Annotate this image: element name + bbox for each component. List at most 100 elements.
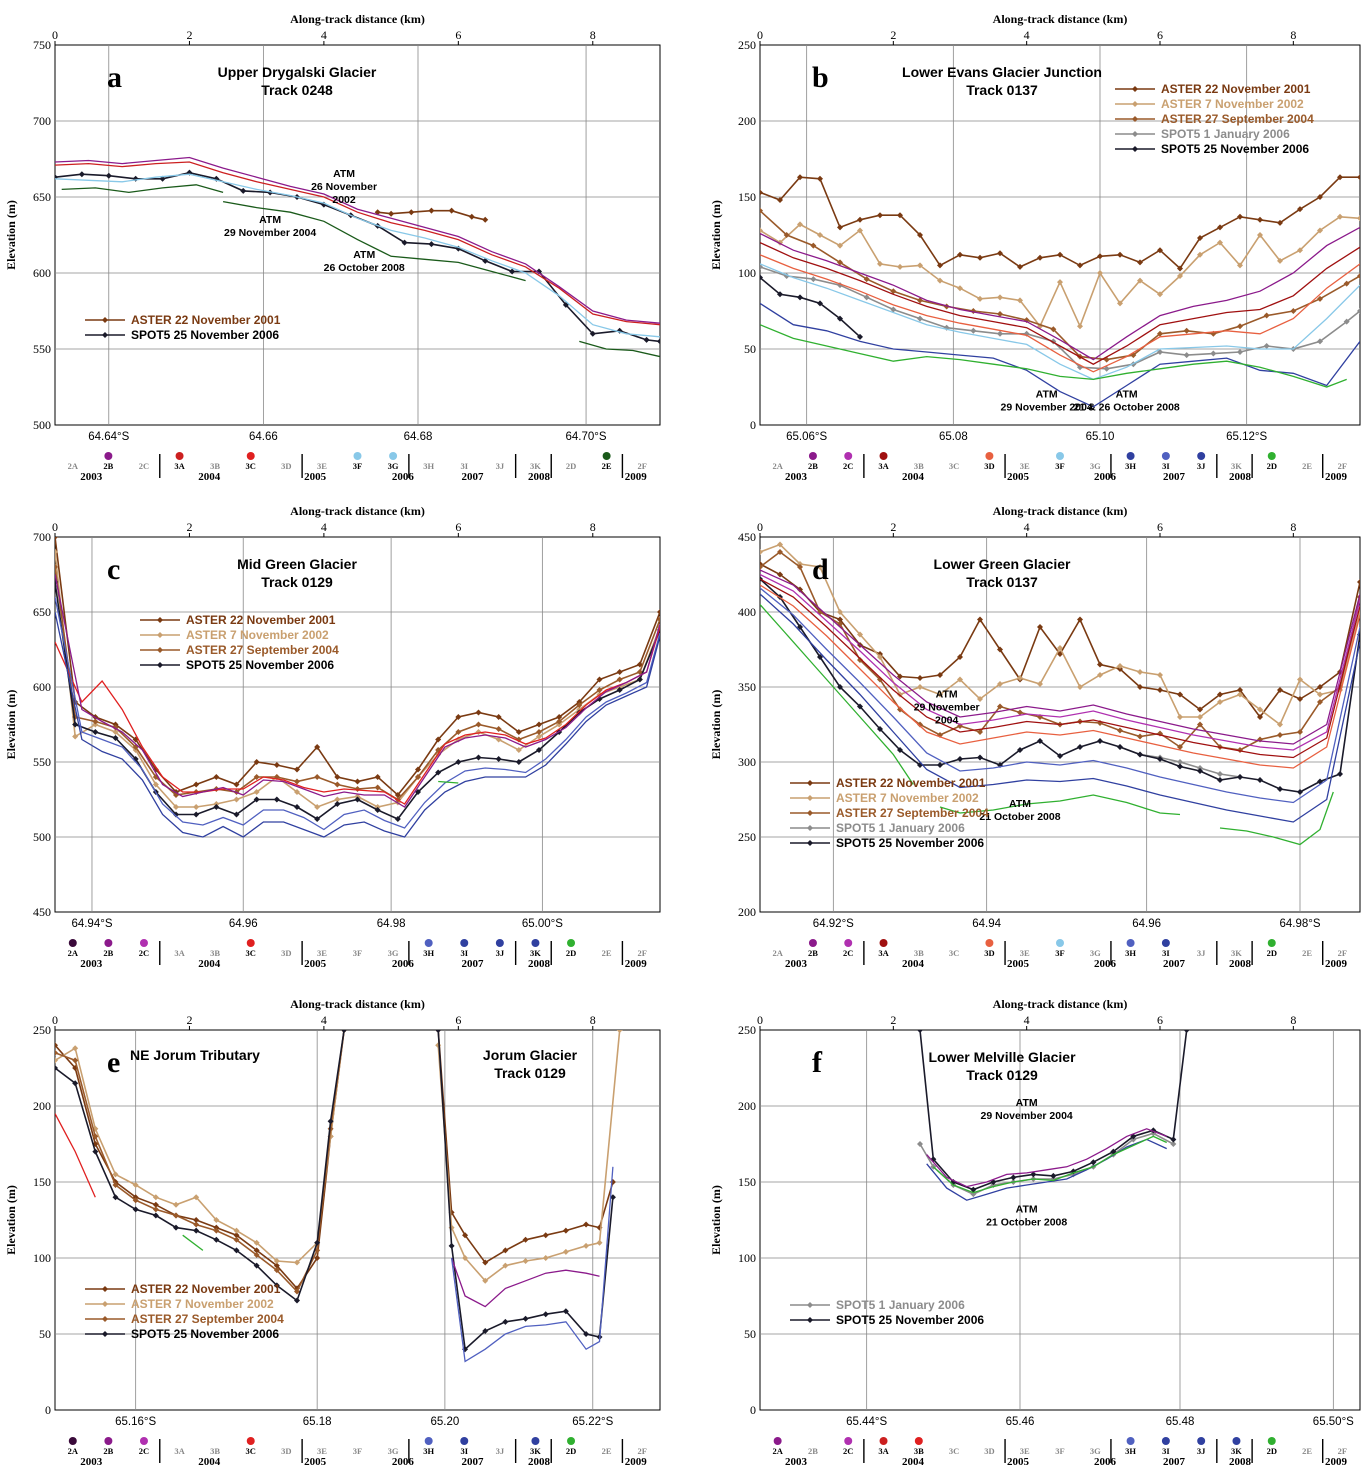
campaign-year: 2005 [304,958,327,970]
campaign-code: 3D [281,948,291,958]
distance-tick-label: 8 [1290,520,1296,534]
distance-tick-label: 6 [1157,520,1163,534]
campaign-marker [567,1437,575,1445]
distance-tick-label: 8 [590,520,596,534]
campaign-code: 3G [1090,461,1101,471]
y-tick-label: 550 [33,342,51,356]
campaign-marker [176,452,184,460]
y-tick-label: 350 [738,680,756,694]
y-axis-label: Elevation (m) [709,200,723,270]
campaign-year: 2007 [461,471,484,483]
latitude-tick-label: 64.98°S [1279,918,1320,930]
chart-title: Mid Green Glacier [237,556,357,572]
panel-letter: a [107,61,122,94]
panel-letter: e [107,1046,120,1079]
latitude-tick-label: 65.48 [1166,1416,1195,1428]
campaign-code: 3C [246,461,256,471]
campaign-code: 3J [496,1446,505,1456]
y-tick-label: 200 [33,1099,51,1113]
campaign-code: 3F [353,1446,362,1456]
legend-label: SPOT5 25 November 2006 [1161,142,1309,156]
campaign-code: 2B [103,461,113,471]
campaign-code: 2F [637,461,646,471]
y-tick-label: 750 [33,38,51,52]
campaign-marker [460,1437,468,1445]
campaign-marker [1232,1437,1240,1445]
distance-tick-label: 0 [757,28,763,42]
campaign-marker [1268,452,1276,460]
legend-label: ASTER 7 November 2002 [836,791,979,805]
latitude-tick-label: 65.16°S [115,1416,156,1428]
distance-tick-label: 4 [321,1013,327,1027]
legend-label: ASTER 22 November 2001 [131,313,281,327]
campaign-code: 3H [1125,461,1136,471]
y-axis-label: Elevation (m) [709,1185,723,1255]
campaign-code: 3I [1162,948,1170,958]
campaign-year: 2006 [392,958,415,970]
campaign-year: 2008 [528,471,551,483]
y-tick-label: 150 [738,1175,756,1189]
campaign-marker [774,1437,782,1445]
campaign-year: 2008 [528,958,551,970]
latitude-tick-label: 64.92°S [813,918,854,930]
campaign-code: 3J [1197,461,1206,471]
top-axis-label: Along-track distance (km) [993,997,1128,1011]
plot-frame [55,1030,660,1410]
legend-label: ASTER 7 November 2002 [1161,97,1304,111]
campaign-code: 2A [772,461,783,471]
campaign-marker [1162,939,1170,947]
legend-label: ASTER 7 November 2002 [186,628,329,642]
top-axis-label: Along-track distance (km) [993,504,1128,518]
legend-label: ASTER 22 November 2001 [186,613,336,627]
chart-title: Upper Drygalski Glacier [218,64,377,80]
campaign-year: 2008 [528,1456,551,1468]
campaign-marker [880,939,888,947]
y-tick-label: 50 [744,1327,756,1341]
campaign-code: 3I [460,1446,468,1456]
y-tick-label: 100 [33,1251,51,1265]
campaign-code: 2B [103,1446,113,1456]
panel-c: 45050055060065070064.94°S 64.96 64.98 65.00… [4,504,663,970]
legend-label: ASTER 27 September 2004 [1161,112,1314,126]
y-tick-label: 650 [33,605,51,619]
campaign-year: 2005 [1007,1456,1030,1468]
campaign-marker [880,1437,888,1445]
panel-a: 50055060065070075064.64°S 64.66 64.68 64.70… [4,12,663,483]
campaign-year: 2005 [1007,471,1030,483]
latitude-tick-label: 64.68 [404,431,433,443]
distance-tick-label: 6 [455,1013,461,1027]
campaign-marker [1127,452,1135,460]
distance-tick-label: 8 [1290,1013,1296,1027]
campaign-year: 2003 [785,471,808,483]
campaign-code: 3A [174,948,185,958]
distance-tick-label: 2 [890,1013,896,1027]
campaign-code: 3H [423,1446,434,1456]
campaign-code: 2F [637,1446,646,1456]
campaign-year: 2003 [785,958,808,970]
campaign-code: 2F [1338,948,1347,958]
campaign-code: 3D [984,461,994,471]
campaign-code: 3J [1197,948,1206,958]
campaign-code: 3D [984,948,994,958]
campaign-marker [915,1437,923,1445]
campaign-marker [531,939,539,947]
y-tick-label: 700 [33,114,51,128]
campaign-year: 2007 [461,1456,484,1468]
campaign-code: 2E [602,948,612,958]
y-tick-label: 400 [738,605,756,619]
campaign-code: 3H [1125,1446,1136,1456]
campaign-code: 2F [1338,461,1347,471]
campaign-code: 2E [1302,461,1312,471]
campaign-code: 3E [317,461,327,471]
campaign-year: 2004 [902,1456,925,1468]
y-tick-label: 250 [33,1023,51,1037]
chart-subtitle: Track 0129 [261,574,333,590]
distance-tick-label: 8 [590,1013,596,1027]
legend-label: SPOT5 1 January 2006 [836,821,965,835]
campaign-code: 2D [1267,948,1277,958]
campaign-code: 3C [246,1446,256,1456]
chart-subtitle: Track 0129 [966,1067,1038,1083]
campaign-code: 2C [139,1446,149,1456]
campaign-code: 3I [460,948,468,958]
latitude-tick-label: 64.94°S [71,918,112,930]
